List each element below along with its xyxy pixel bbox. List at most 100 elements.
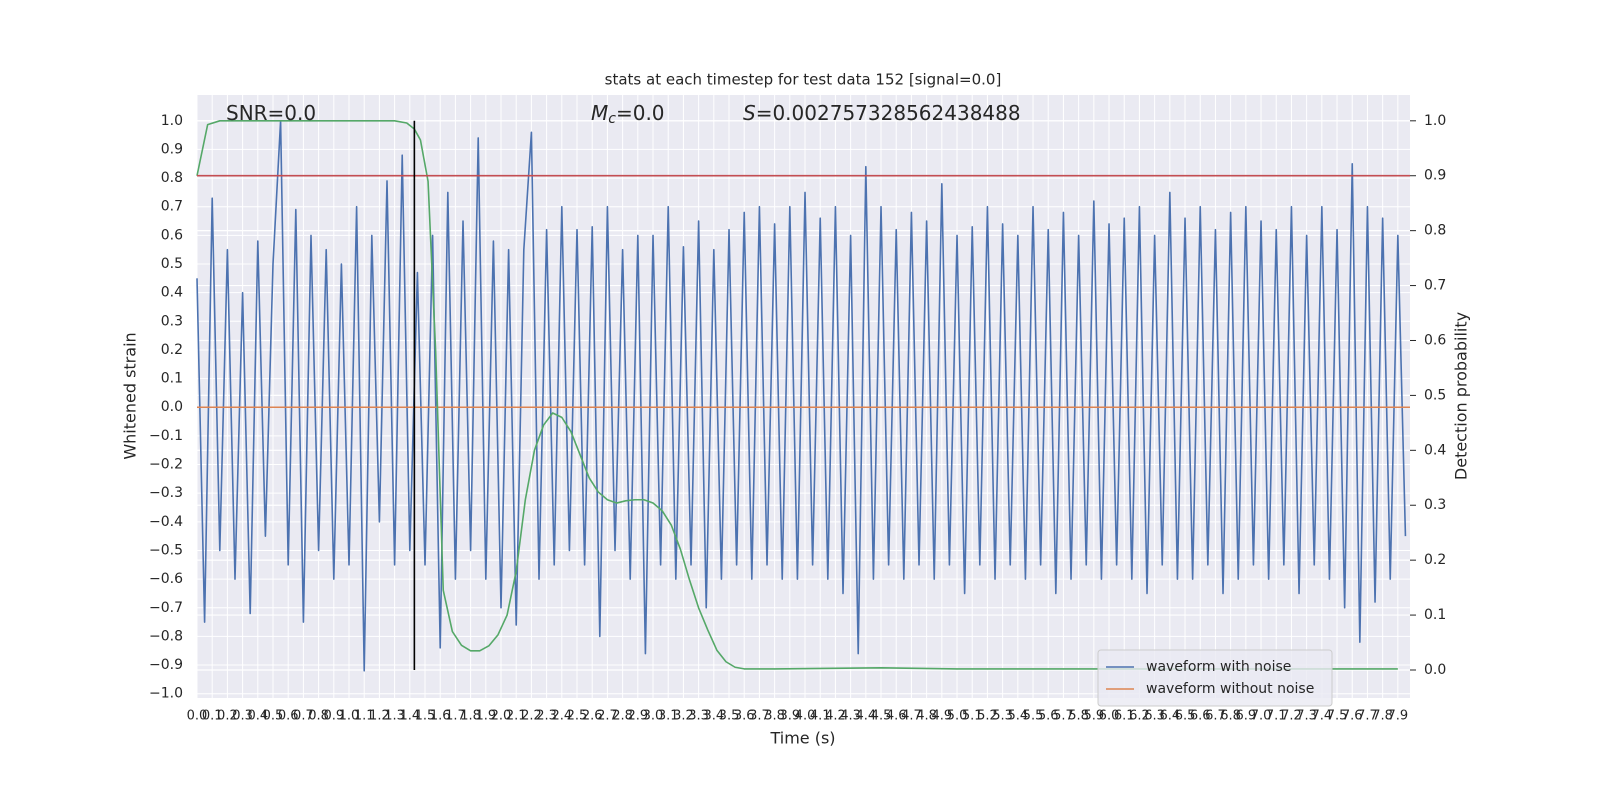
x-tick-label: 6.9 [1235,709,1256,724]
x-tick-label: 4.3 [840,709,861,724]
x-tick-label: 0.2 [217,709,238,724]
series-line [196,120,1398,670]
x-tick-label: 5.4 [1007,709,1028,724]
x-tick-label: 3.9 [779,709,800,724]
y-tick-label: 0.4 [161,285,183,301]
y-tick-label: 0.3 [161,313,183,329]
x-tick-label: 1.2 [369,709,390,724]
x-tick-label: 5.2 [977,709,998,724]
x-tick-label: 2.3 [536,709,557,724]
annotation-subscript: c [608,111,616,127]
annotation: S=0.002757328562438488 [743,101,1021,125]
y-tick-label: 0.9 [161,141,183,157]
x-tick-label: 7.4 [1311,709,1332,724]
x-tick-label: 5.5 [1023,709,1044,724]
x-axis-label: Time (s) [769,729,835,748]
legend: waveform with noise waveform without nois… [1097,649,1333,707]
y2-tick-label: 0.2 [1424,552,1446,568]
x-tick-label: 0.0 [187,709,208,724]
x-tick-label: 4.4 [855,709,876,724]
y2-tick-label: 0.6 [1424,332,1446,348]
y2-tick-label: 0.1 [1424,607,1446,623]
annotation-symbol: M [591,101,608,125]
annotation-text: =0.002757328562438488 [756,101,1021,125]
x-tick-label: 5.6 [1038,709,1059,724]
x-tick-label: 3.7 [749,709,770,724]
y2-tick-label: 0.5 [1424,387,1446,403]
x-tick-label: 5.1 [962,709,983,724]
x-tick-label: 1.4 [399,709,420,724]
x-tick-label: 0.6 [278,709,299,724]
annotation-text: =0.0 [616,101,665,125]
x-tick-label: 3.4 [703,709,724,724]
x-tick-label: 1.9 [475,709,496,724]
x-tick-label: 4.8 [916,709,937,724]
x-tick-label: 6.0 [1099,709,1120,724]
series-line [196,119,1407,672]
annotation: SNR=0.0 [226,101,316,125]
x-tick-label: 4.6 [886,709,907,724]
x-tick-label: 5.8 [1068,709,1089,724]
x-tick-label: 6.7 [1205,709,1226,724]
x-tick-label: 3.5 [719,709,740,724]
x-tick-label: 2.7 [597,709,618,724]
x-tick-label: 2.8 [612,709,633,724]
y-tick-label: −0.9 [149,657,183,673]
y-tick-label: −0.6 [149,571,183,587]
x-tick-label: 2.6 [582,709,603,724]
y2-tick-label: 0.0 [1424,662,1446,678]
y2-tick-label: 0.9 [1424,168,1446,184]
legend-box [1097,649,1333,707]
y-tick-label: −0.8 [149,628,183,644]
y2-tick-label: 0.3 [1424,497,1446,513]
x-tick-label: 1.8 [460,709,481,724]
x-tick-label: 7.8 [1372,709,1393,724]
x-tick-label: 5.7 [1053,709,1074,724]
x-tick-label: 7.3 [1296,709,1317,724]
x-tick-label: 6.4 [1159,709,1180,724]
legend-label: waveform with noise [1146,659,1291,675]
x-tick-label: 7.6 [1342,709,1363,724]
y-tick-label: 0.8 [161,170,183,186]
y-tick-label: 0.1 [161,371,183,387]
y-tick-label: 0.0 [161,399,183,415]
x-tick-label: 6.2 [1129,709,1150,724]
x-tick-label: 3.8 [764,709,785,724]
y2-tick-label: 0.4 [1424,442,1446,458]
y-tick-label: 0.5 [161,256,183,272]
y-tick-label: 0.7 [161,199,183,215]
x-tick-label: 0.5 [263,709,284,724]
y2-tick-label: 0.7 [1424,278,1446,294]
y-tick-label: 0.2 [161,342,183,358]
x-tick-label: 4.1 [810,709,831,724]
x-tick-label: 1.7 [445,709,466,724]
y-tick-label: −0.4 [149,514,183,530]
x-tick-label: 6.8 [1220,709,1241,724]
y-axis-label: Whitened strain [121,332,140,459]
x-tick-label: 2.4 [551,709,572,724]
y2-tick-label: 1.0 [1424,113,1446,129]
legend-label: waveform without noise [1146,681,1314,697]
x-tick-label: 3.2 [673,709,694,724]
x-tick-label: 6.3 [1144,709,1165,724]
y-tick-label: −0.3 [149,485,183,501]
x-tick-label: 1.3 [384,709,405,724]
x-tick-label: 0.8 [308,709,329,724]
x-tick-label: 2.5 [567,709,588,724]
x-tick-label: 1.1 [354,709,375,724]
y-tick-label: 0.6 [161,227,183,243]
x-tick-label: 0.1 [202,709,223,724]
y2-tick-label: 0.8 [1424,223,1446,239]
x-tick-label: 7.2 [1281,709,1302,724]
x-tick-label: 7.5 [1327,709,1348,724]
x-tick-label: 2.2 [521,709,542,724]
y-tick-label: −0.7 [149,600,183,616]
y-tick-label: −1.0 [149,686,183,702]
x-tick-label: 7.0 [1251,709,1272,724]
chart-title: stats at each timestep for test data 152… [605,71,1002,89]
x-tick-label: 3.6 [734,709,755,724]
x-tick-label: 2.9 [627,709,648,724]
x-tick-label: 4.7 [901,709,922,724]
x-tick-label: 1.5 [415,709,436,724]
